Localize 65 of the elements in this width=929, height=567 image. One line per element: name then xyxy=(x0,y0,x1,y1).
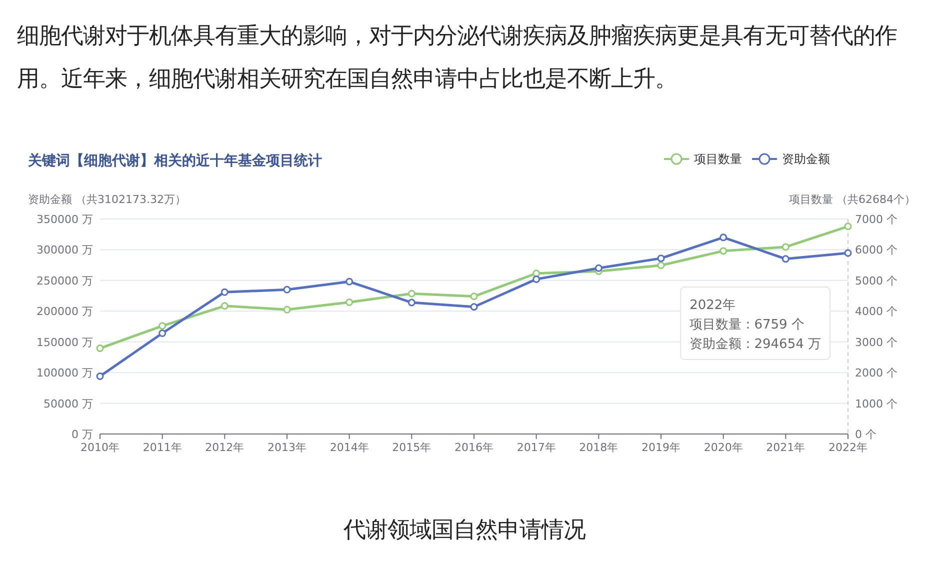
point xyxy=(470,303,478,311)
y2-axis-title: 项目数量 （共62684个） xyxy=(789,193,916,206)
y2-tick-label: 6000 个 xyxy=(855,244,898,257)
y-tick-label: 350000 万 xyxy=(36,213,93,226)
x-tick-label: 2012年 xyxy=(205,441,244,454)
point xyxy=(283,306,291,314)
point xyxy=(283,286,291,294)
annotation: 项目数量 : 6759 个 xyxy=(690,318,804,332)
point xyxy=(844,249,852,257)
x-tick-label: 2017年 xyxy=(516,441,556,454)
y2-tick-label: 1000 个 xyxy=(855,397,898,410)
point xyxy=(720,247,728,255)
point xyxy=(220,288,228,296)
point xyxy=(532,275,540,283)
point xyxy=(782,243,790,251)
y-tick-label: 100000 万 xyxy=(36,366,93,380)
legend-label: 项目数量 xyxy=(694,152,742,166)
point xyxy=(844,222,852,230)
point xyxy=(657,254,665,262)
annotation: 2022年 xyxy=(690,298,736,313)
point xyxy=(594,264,602,272)
point xyxy=(408,298,416,306)
point xyxy=(96,372,104,380)
point xyxy=(96,344,104,352)
y2-tick-label: 7000 个 xyxy=(855,213,898,226)
point xyxy=(158,322,166,330)
x-tick-label: 2018年 xyxy=(579,441,618,454)
point xyxy=(657,262,665,270)
x-tick-label: 2016年 xyxy=(454,441,494,454)
x-tick-label: 2011年 xyxy=(142,441,182,454)
point xyxy=(470,292,478,300)
annotation: 资助金额 : 294654 万 xyxy=(690,337,821,352)
point xyxy=(346,278,354,286)
point xyxy=(720,234,728,242)
x-tick-label: 2010年 xyxy=(80,441,120,454)
tooltip: 2022年 项目数量 : 6759 个 资助金额 : 294654 万 xyxy=(680,286,830,360)
x-tick-label: 2021年 xyxy=(766,441,806,454)
chart-title: 关键词【细胞代谢】相关的近十年基金项目统计 xyxy=(27,152,322,169)
y-tick-label: 150000 万 xyxy=(36,336,93,349)
point xyxy=(158,330,166,338)
x-tick-label: 2013年 xyxy=(268,441,306,454)
y-tick-label: 250000 万 xyxy=(36,274,93,288)
text: 细胞代谢对于机体具有重大的影响，对于内分泌代谢疾病及肿瘤疾病更是具有无可替代的作用。近年来，细胞代谢相关研究在国自然申请中占比也是不断上升。 xyxy=(17,22,898,94)
x-tick-label: 2022年 xyxy=(828,441,868,454)
point xyxy=(532,270,540,278)
y-tick-label: 50000 万 xyxy=(44,397,93,410)
point xyxy=(408,290,416,298)
y-tick-label: 300000 万 xyxy=(36,244,93,257)
y-tick-label: 200000 万 xyxy=(36,305,93,318)
y2-tick-label: 2000 个 xyxy=(855,366,898,380)
x-tick-label: 2019年 xyxy=(642,441,680,454)
y2-tick-label: 4000 个 xyxy=(855,305,898,318)
y2-tick-label: 0 个 xyxy=(855,428,876,441)
x-tick-label: 2014年 xyxy=(330,441,369,454)
x-tick-label: 2020年 xyxy=(704,441,743,454)
point xyxy=(782,255,790,263)
y2-tick-label: 5000 个 xyxy=(855,274,898,288)
y-axis-title: 资助金额 （共3102173.32万） xyxy=(28,193,186,206)
x-tick-label: 2015年 xyxy=(392,441,432,454)
legend-label: 资助金额 xyxy=(782,152,830,166)
y2-tick-label: 3000 个 xyxy=(855,336,898,349)
text: 代谢领域国自然申请情况 xyxy=(342,516,586,545)
point xyxy=(346,298,354,306)
y-tick-label: 0 万 xyxy=(72,428,93,441)
point xyxy=(220,302,228,310)
